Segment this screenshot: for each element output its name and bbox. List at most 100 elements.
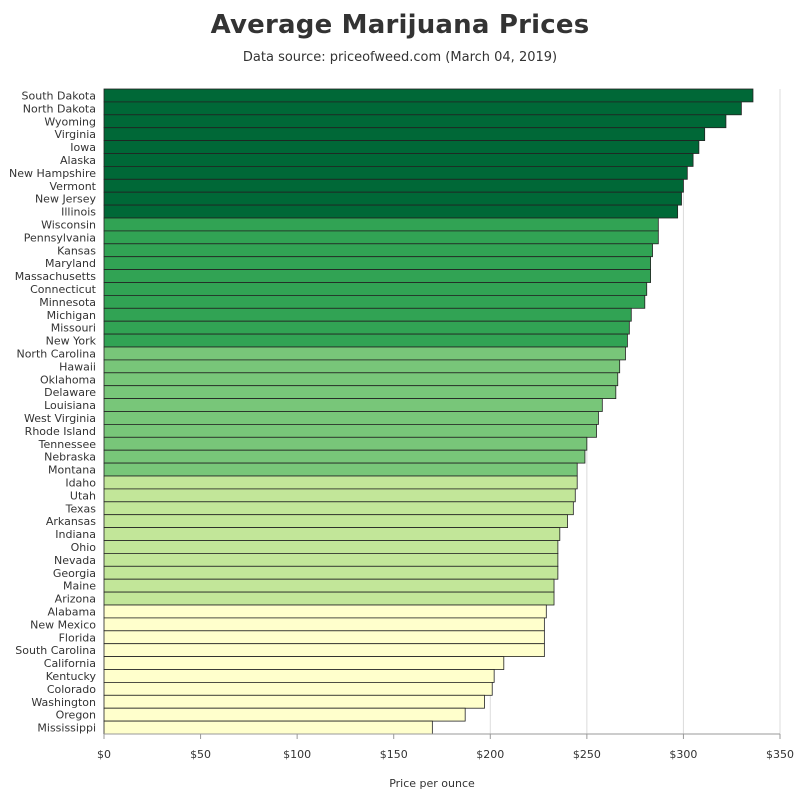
bar <box>103 720 433 735</box>
category-label: South Dakota <box>22 89 96 102</box>
bar <box>103 217 659 232</box>
bar <box>103 604 547 619</box>
category-label: Nebraska <box>44 451 96 464</box>
x-tick-label: $300 <box>669 748 697 761</box>
category-label: Massachusetts <box>15 270 97 283</box>
bar <box>103 359 621 374</box>
category-label: Maryland <box>45 257 96 270</box>
category-label: Missouri <box>51 322 96 335</box>
category-label: Mississippi <box>37 722 96 735</box>
bar <box>103 682 493 696</box>
category-label: Nevada <box>54 554 96 567</box>
bar <box>103 307 632 322</box>
x-tick-label: $0 <box>97 748 111 761</box>
category-label: Georgia <box>53 567 96 580</box>
category-label: Alabama <box>47 605 96 618</box>
category-label: Kansas <box>57 244 96 257</box>
x-axis-title: Price per ounce <box>389 777 475 790</box>
category-label: Illinois <box>61 206 96 219</box>
bar <box>103 204 679 219</box>
bar <box>103 165 688 180</box>
category-label: Pennsylvania <box>24 231 96 244</box>
bar <box>103 243 653 258</box>
category-label: Minnesota <box>39 296 96 309</box>
bar <box>103 256 651 271</box>
category-label: Arizona <box>55 593 96 606</box>
category-label: Wyoming <box>44 115 96 128</box>
category-label: Delaware <box>44 386 96 399</box>
category-label: Michigan <box>47 309 96 322</box>
x-axis-ticks: $0 $50 $100 $150 $200 $250 $300 $350 <box>97 734 794 761</box>
category-label: West Virginia <box>24 412 96 425</box>
category-label: Virginia <box>55 128 96 141</box>
category-label: Washington <box>31 696 96 709</box>
category-label: Wisconsin <box>41 218 96 231</box>
bar <box>103 372 619 387</box>
bar <box>103 153 694 167</box>
bar <box>103 178 684 193</box>
bar <box>103 398 603 412</box>
bar <box>103 88 754 103</box>
category-label: Oklahoma <box>40 373 96 386</box>
bar <box>103 514 568 529</box>
bar <box>103 630 545 645</box>
x-tick-label: $100 <box>283 748 311 761</box>
bar <box>103 230 659 245</box>
bar <box>103 101 742 116</box>
category-label: Idaho <box>65 476 96 489</box>
x-tick-label: $200 <box>476 748 504 761</box>
x-tick-label: $350 <box>766 748 794 761</box>
bar <box>103 449 586 464</box>
chart-subtitle: Data source: priceofweed.com (March 04, … <box>242 50 558 65</box>
bar <box>103 669 495 683</box>
bar <box>103 707 466 722</box>
category-label: Utah <box>70 489 96 502</box>
bars <box>103 88 754 735</box>
bar <box>103 282 648 296</box>
bar <box>103 553 559 567</box>
category-label: Louisiana <box>44 399 96 412</box>
bar <box>103 565 559 580</box>
category-label: North Dakota <box>23 102 96 115</box>
bar <box>103 385 617 400</box>
category-label: North Carolina <box>16 347 96 360</box>
category-label: Connecticut <box>30 283 97 296</box>
bar <box>103 320 630 335</box>
category-label: South Carolina <box>15 644 96 657</box>
bar <box>103 191 682 206</box>
category-label: Arkansas <box>46 515 96 528</box>
category-label: New Hampshire <box>9 167 96 180</box>
bar <box>103 501 574 516</box>
category-label: Vermont <box>50 180 97 193</box>
category-label: Rhode Island <box>25 425 96 438</box>
category-label: Tennessee <box>38 438 97 451</box>
bar <box>103 294 646 309</box>
bar <box>103 527 561 541</box>
bar <box>103 127 706 141</box>
category-label: Florida <box>59 631 96 644</box>
category-label: Maine <box>63 580 96 593</box>
category-label: Montana <box>48 464 96 477</box>
bar <box>103 656 505 670</box>
bar <box>103 269 651 283</box>
category-label: Alaska <box>60 154 96 167</box>
bar <box>103 694 485 709</box>
category-label: New York <box>46 335 97 348</box>
category-label: Oregon <box>56 709 96 722</box>
bar <box>103 423 597 438</box>
bar <box>103 617 545 632</box>
category-label: California <box>44 657 96 670</box>
x-tick-label: $50 <box>190 748 211 761</box>
bar <box>103 411 599 425</box>
bar <box>103 475 578 490</box>
category-label: Iowa <box>70 141 96 154</box>
bar <box>103 462 578 477</box>
bar <box>103 643 545 658</box>
category-label: Colorado <box>47 683 96 696</box>
category-label: Kentucky <box>46 670 97 683</box>
bar <box>103 140 700 154</box>
bar <box>103 114 727 129</box>
bar <box>103 333 628 348</box>
